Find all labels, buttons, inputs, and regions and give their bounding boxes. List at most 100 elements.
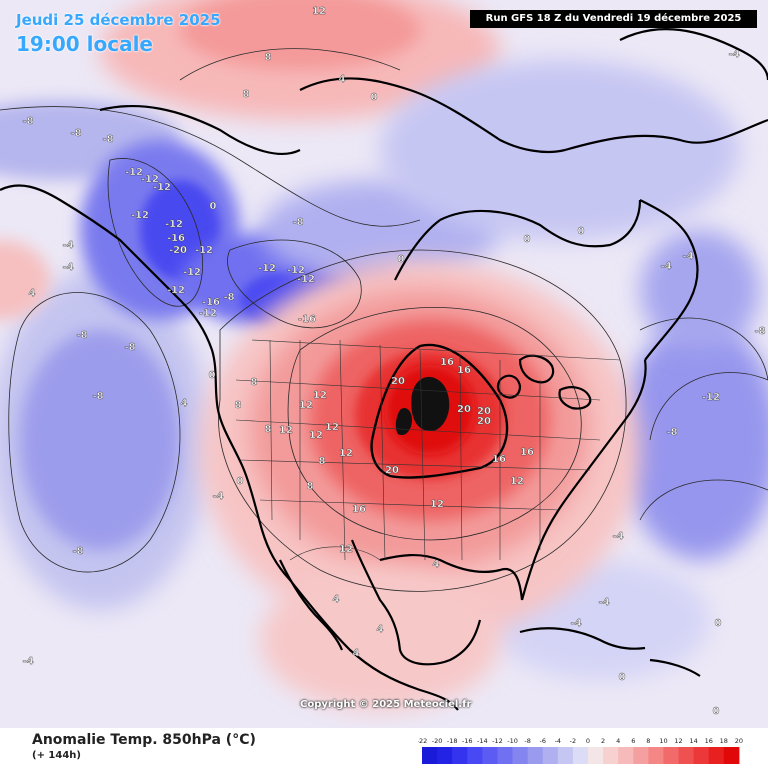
contour-label: 0 bbox=[619, 672, 626, 683]
contour-label: 12 bbox=[299, 400, 313, 411]
legend-swatch bbox=[572, 747, 589, 764]
contour-label: 20 bbox=[477, 416, 491, 427]
forecast-lead-time: (+ 144h) bbox=[32, 750, 81, 761]
contour-label: 0 bbox=[210, 201, 217, 212]
legend-tick: 2 bbox=[601, 737, 605, 745]
color-scale-legend: -22-20-18-16-14-12-10-8-6-4-202468101214… bbox=[418, 737, 743, 764]
contour-label: -12 bbox=[258, 263, 276, 274]
legend-tick: -14 bbox=[477, 737, 488, 745]
contour-label: -16 bbox=[202, 297, 220, 308]
contour-label: -4 bbox=[598, 597, 609, 608]
contour-label: 4 bbox=[181, 398, 188, 409]
contour-label: -4 bbox=[612, 531, 623, 542]
legend-tick: 20 bbox=[735, 737, 743, 745]
coastlines bbox=[0, 28, 768, 711]
contour-label: -4 bbox=[682, 251, 693, 262]
contour-label: 12 bbox=[325, 422, 339, 433]
contour-label: 0 bbox=[524, 234, 531, 245]
contour-label: -12 bbox=[141, 174, 159, 185]
isotherm-contours bbox=[0, 48, 768, 592]
legend-tick: -4 bbox=[555, 737, 561, 745]
contour-label: -4 bbox=[570, 618, 581, 629]
legend-swatches bbox=[422, 747, 740, 764]
contour-label: 16 bbox=[457, 365, 471, 376]
contour-label: 12 bbox=[312, 6, 326, 17]
contour-label: -8 bbox=[292, 217, 303, 228]
legend-swatch bbox=[588, 747, 604, 764]
contour-label: 8 bbox=[265, 424, 272, 435]
legend-tick: 12 bbox=[674, 737, 682, 745]
contour-label: 0 bbox=[237, 476, 244, 487]
legend-tick: 14 bbox=[689, 737, 697, 745]
contour-label: -8 bbox=[666, 427, 677, 438]
contour-label: -12 bbox=[131, 210, 149, 221]
contour-label: 8 bbox=[235, 400, 242, 411]
contour-label: -12 bbox=[195, 245, 213, 256]
contour-label: 4 bbox=[339, 74, 346, 85]
legend-tick: -18 bbox=[447, 737, 458, 745]
contour-label: 4 bbox=[377, 624, 384, 635]
contour-label: -4 bbox=[660, 261, 671, 272]
contour-label: 8 bbox=[265, 52, 272, 63]
contour-label: -12 bbox=[287, 265, 305, 276]
contour-label: -8 bbox=[102, 134, 113, 145]
contour-label: 20 bbox=[457, 404, 471, 415]
contour-label: 12 bbox=[339, 544, 353, 555]
legend-swatch bbox=[527, 747, 544, 764]
legend-swatch bbox=[542, 747, 559, 764]
contour-label: 16 bbox=[440, 357, 454, 368]
legend-tick: 4 bbox=[616, 737, 620, 745]
legend-tick: -16 bbox=[462, 737, 473, 745]
forecast-local-time: 19:00 locale bbox=[16, 32, 153, 56]
legend-tick: -8 bbox=[524, 737, 530, 745]
legend-tick: 8 bbox=[646, 737, 650, 745]
legend-swatch bbox=[467, 747, 483, 764]
legend-tick: -10 bbox=[507, 737, 518, 745]
legend-swatch bbox=[603, 747, 619, 764]
contour-label: 16 bbox=[520, 447, 534, 458]
legend-swatch bbox=[663, 747, 680, 764]
legend-tick: 16 bbox=[705, 737, 713, 745]
contour-label: 12 bbox=[339, 448, 353, 459]
contour-label: 4 bbox=[333, 594, 340, 605]
contour-label: 12 bbox=[313, 390, 327, 401]
legend-swatch bbox=[693, 747, 710, 764]
contour-label: -8 bbox=[92, 391, 103, 402]
legend-swatch bbox=[452, 747, 468, 764]
legend-swatch bbox=[557, 747, 574, 764]
contour-label: -12 bbox=[165, 219, 183, 230]
contour-label: 4 bbox=[353, 648, 360, 659]
model-run-banner: Run GFS 18 Z du Vendredi 19 décembre 202… bbox=[470, 10, 757, 28]
political-borders bbox=[235, 339, 621, 561]
copyright-notice: Copyright © 2025 Meteociel.fr bbox=[300, 699, 472, 710]
contour-label: 20 bbox=[385, 465, 399, 476]
legend-swatch bbox=[422, 747, 438, 764]
contour-label: 8 bbox=[307, 481, 314, 492]
contour-label: 12 bbox=[510, 476, 524, 487]
contour-label: 8 bbox=[251, 377, 258, 388]
contour-label: 0 bbox=[209, 370, 216, 381]
legend-tick: -2 bbox=[570, 737, 576, 745]
legend-swatch bbox=[437, 747, 453, 764]
contour-label: 0 bbox=[578, 226, 585, 237]
contour-label: 0 bbox=[715, 618, 722, 629]
legend-tick-labels: -22-20-18-16-14-12-10-8-6-4-202468101214… bbox=[418, 737, 743, 745]
legend-tick: -12 bbox=[492, 737, 503, 745]
contour-label: -4 bbox=[22, 656, 33, 667]
contour-label: 8 bbox=[243, 89, 250, 100]
contour-label: -8 bbox=[754, 326, 765, 337]
legend-tick: 10 bbox=[659, 737, 667, 745]
legend-swatch bbox=[648, 747, 664, 764]
legend-swatch bbox=[618, 747, 634, 764]
legend-tick: -22 bbox=[418, 737, 427, 745]
contour-label: -12 bbox=[199, 308, 217, 319]
contour-label: 12 bbox=[309, 430, 323, 441]
legend-swatch bbox=[497, 747, 514, 764]
contour-label: -12 bbox=[183, 267, 201, 278]
contour-label: 0 bbox=[398, 254, 405, 265]
contour-label: -8 bbox=[70, 128, 81, 139]
contour-label: -12 bbox=[297, 274, 315, 285]
